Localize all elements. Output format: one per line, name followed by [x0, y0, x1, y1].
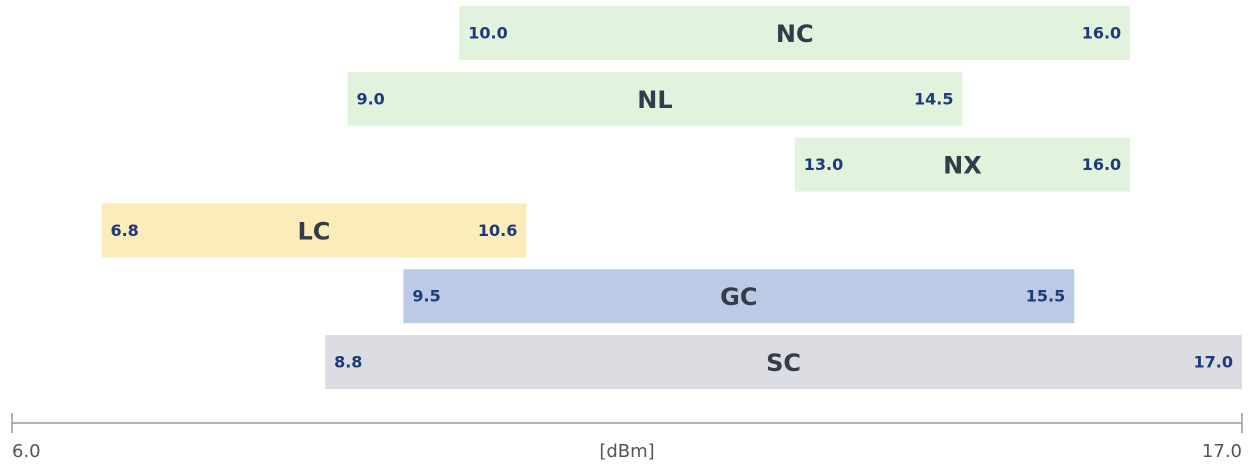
low-label: 6.8 — [110, 221, 138, 240]
high-label: 15.5 — [1026, 287, 1065, 306]
x-axis-label: [dBm] — [599, 441, 654, 462]
range-bar — [347, 71, 963, 126]
high-label: 10.6 — [478, 221, 517, 240]
low-label: 13.0 — [804, 155, 843, 174]
high-label: 16.0 — [1082, 155, 1121, 174]
low-label: 8.8 — [334, 353, 362, 372]
bar-name: NL — [637, 86, 672, 114]
high-label: 17.0 — [1194, 353, 1233, 372]
high-label: 16.0 — [1082, 24, 1121, 43]
range-bar — [101, 203, 527, 258]
bar-name: NC — [776, 20, 814, 48]
bar-name: SC — [766, 349, 801, 377]
low-label: 10.0 — [468, 24, 507, 43]
range-bar — [325, 335, 1242, 389]
x-tick-label: 6.0 — [12, 441, 41, 462]
bar-name: GC — [720, 283, 757, 311]
range-bar — [403, 269, 1075, 324]
high-label: 14.5 — [914, 89, 953, 108]
low-label: 9.5 — [412, 287, 440, 306]
bar-name: LC — [297, 217, 330, 245]
range-bar — [794, 137, 1131, 192]
low-label: 9.0 — [356, 89, 384, 108]
range-bar — [459, 6, 1131, 60]
x-tick-label: 17.0 — [1202, 441, 1242, 462]
bar-name: NX — [943, 152, 982, 180]
